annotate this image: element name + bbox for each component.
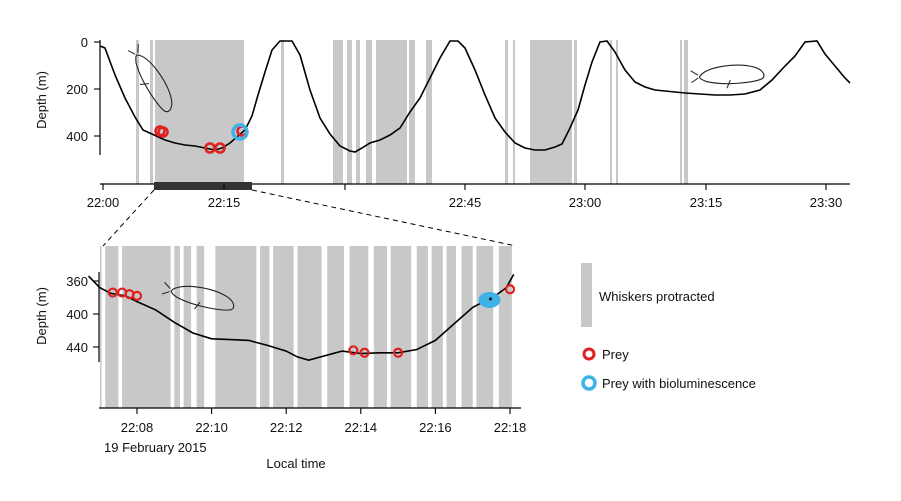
overview-whisker-band <box>409 40 415 184</box>
overview-whisker-band <box>610 40 612 184</box>
overview-whisker-band <box>426 40 432 184</box>
detail-y-tick-label: 440 <box>66 340 88 355</box>
detail-whisker-band <box>260 246 270 408</box>
detail-whisker-band <box>196 246 205 408</box>
zoom-range-bar <box>154 182 252 190</box>
seal-outline-icon <box>127 44 173 113</box>
prey-bio-marker <box>231 123 249 141</box>
detail-y-tick-label: 360 <box>66 274 88 289</box>
overview-x-tick-label: 22:00 <box>87 195 120 210</box>
detail-x-tick-label: 22:10 <box>195 420 228 435</box>
detail-depth-line <box>87 274 515 362</box>
overview-y-tick-label: 0 <box>81 35 88 50</box>
prey-marker <box>393 347 404 358</box>
detail-whisker-band <box>183 246 192 408</box>
detail-whisker-band <box>373 246 387 408</box>
prey-marker <box>131 290 143 301</box>
legend-whiskers-swatch <box>581 263 592 327</box>
detail-whisker-band <box>297 246 322 408</box>
detail-whisker-band <box>105 246 119 408</box>
prey-marker <box>504 284 516 295</box>
detail-whisker-band <box>273 246 294 408</box>
seal-outline-icon <box>161 281 235 311</box>
detail-x-tick-label: 22:18 <box>494 420 527 435</box>
detail-x-axis-title: Local time <box>266 456 325 471</box>
overview-whisker-band <box>150 40 153 184</box>
prey-marker <box>214 142 226 154</box>
detail-whisker-band <box>461 246 473 408</box>
overview-x-tick-label: 22:45 <box>449 195 482 210</box>
overview-x-tick-label: 23:30 <box>810 195 843 210</box>
detail-whisker-band <box>416 246 428 408</box>
detail-whisker-band <box>174 246 180 408</box>
detail-x-tick-label: 22:12 <box>270 420 303 435</box>
detail-whisker-band <box>349 246 369 408</box>
prey-marker <box>107 287 118 298</box>
overview-panel: 0 200 400 22:00 22:15 22:45 23:00 23:15 23:30 D… <box>34 35 851 210</box>
detail-whisker-band <box>100 246 102 408</box>
detail-whisker-bands <box>100 246 512 408</box>
legend-prey-bio-swatch <box>581 375 597 391</box>
detail-depth-profile <box>87 274 515 362</box>
detail-whisker-band <box>327 246 345 408</box>
detail-x-tick-label: 22:16 <box>419 420 452 435</box>
detail-y-axis-title: Depth (m) <box>34 287 49 345</box>
prey-marker <box>157 126 169 138</box>
detail-panel: 360 400 440 22:08 22:10 22:12 22:14 22:16 22:18… <box>34 246 526 471</box>
overview-y-tick-label: 200 <box>66 82 88 97</box>
detail-x-ticks: 22:08 22:10 22:12 22:14 22:16 22:18 <box>121 408 527 435</box>
overview-whisker-band <box>136 40 139 184</box>
detail-whisker-band <box>122 246 171 408</box>
overview-x-tick-label: 23:15 <box>690 195 723 210</box>
legend-prey-label: Prey <box>602 347 629 362</box>
overview-whisker-band <box>376 40 407 184</box>
overview-whisker-band <box>616 40 618 184</box>
overview-whisker-bands <box>136 40 688 184</box>
prey-marker <box>348 345 359 356</box>
overview-whisker-band <box>155 40 244 184</box>
legend-prey-swatch <box>582 347 596 361</box>
overview-x-tick-label: 22:15 <box>208 195 241 210</box>
overview-whisker-band <box>281 40 284 184</box>
detail-whisker-band <box>476 246 494 408</box>
seal-outline-icon <box>690 64 765 89</box>
detail-x-tick-label: 22:14 <box>345 420 378 435</box>
detail-prey-markers <box>107 284 516 358</box>
overview-y-ticks: 0 200 400 <box>66 35 100 144</box>
detail-x-tick-label: 22:08 <box>121 420 154 435</box>
detail-y-ticks: 360 400 440 <box>66 274 99 355</box>
overview-whisker-band <box>356 40 360 184</box>
overview-whisker-band <box>366 40 372 184</box>
detail-date-label: 19 February 2015 <box>104 440 207 455</box>
overview-whisker-band <box>574 40 577 184</box>
detail-whisker-band <box>215 246 257 408</box>
legend-whiskers-label: Whiskers protracted <box>599 289 715 304</box>
overview-whisker-band <box>680 40 682 184</box>
overview-whisker-band <box>513 40 515 184</box>
prey-bio-marker-core <box>488 297 492 301</box>
overview-whisker-band <box>505 40 508 184</box>
legend-prey-bio-label: Prey with bioluminescence <box>602 376 756 391</box>
detail-y-tick-label: 400 <box>66 307 88 322</box>
overview-whisker-band <box>684 40 688 184</box>
overview-y-tick-label: 400 <box>66 129 88 144</box>
overview-prey-markers <box>154 123 249 154</box>
overview-whisker-band <box>530 40 572 184</box>
detail-whisker-band <box>498 246 512 408</box>
detail-whisker-band <box>431 246 443 408</box>
legend: Whiskers protracted Prey Prey with biolu… <box>581 263 756 391</box>
overview-x-tick-label: 23:00 <box>569 195 602 210</box>
overview-whisker-band <box>347 40 352 184</box>
prey-marker <box>359 347 370 358</box>
detail-whisker-band <box>390 246 412 408</box>
zoom-connector-left <box>102 189 155 247</box>
overview-whisker-band <box>333 40 343 184</box>
overview-y-axis-title: Depth (m) <box>34 71 49 129</box>
overview-x-ticks: 22:00 22:15 22:45 23:00 23:15 23:30 <box>87 184 843 210</box>
